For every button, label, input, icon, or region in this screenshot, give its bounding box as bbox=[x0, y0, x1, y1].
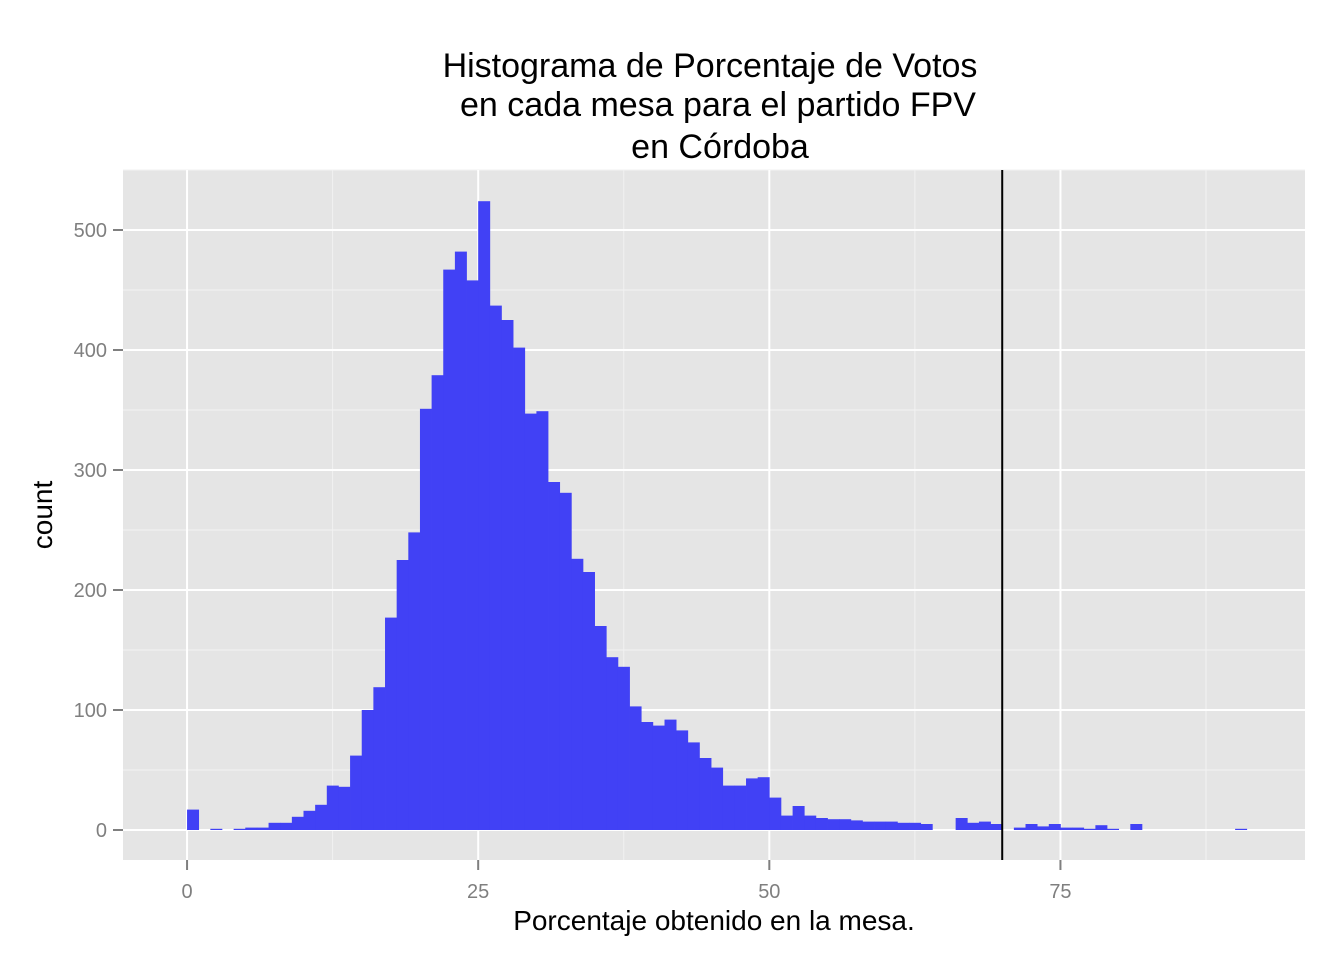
histogram-bar bbox=[676, 730, 689, 830]
histogram-bar bbox=[361, 710, 374, 830]
histogram-bar bbox=[291, 816, 304, 830]
histogram-bar bbox=[909, 822, 922, 830]
histogram-bar bbox=[419, 408, 432, 830]
histogram-bar bbox=[256, 827, 269, 830]
histogram-bar bbox=[1025, 824, 1038, 830]
histogram-bar bbox=[687, 742, 700, 830]
histogram-bar bbox=[1235, 828, 1248, 830]
histogram-bar bbox=[699, 758, 712, 830]
histogram-bar bbox=[1037, 826, 1050, 830]
histogram-bar bbox=[734, 785, 747, 830]
x-axis-ticks: 0 25 50 75 bbox=[181, 860, 1072, 903]
histogram-bar bbox=[280, 822, 293, 830]
histogram-bar bbox=[839, 819, 852, 830]
histogram-bar bbox=[606, 657, 619, 830]
histogram-bar bbox=[757, 777, 770, 830]
histogram-bar bbox=[711, 767, 724, 830]
histogram-bar bbox=[769, 797, 782, 830]
y-tick-label: 500 bbox=[74, 220, 107, 242]
y-axis-title: count bbox=[27, 481, 58, 550]
histogram-bar bbox=[827, 819, 840, 830]
histogram-bar bbox=[501, 320, 514, 830]
histogram-bar bbox=[792, 806, 805, 830]
histogram-bar bbox=[373, 687, 386, 830]
histogram-bar bbox=[722, 785, 735, 830]
histogram-bar bbox=[268, 822, 281, 830]
histogram-bar bbox=[850, 820, 863, 830]
histogram-bar bbox=[315, 804, 328, 830]
histogram-bar bbox=[536, 411, 549, 830]
histogram-bar bbox=[641, 722, 654, 830]
histogram-bar bbox=[350, 755, 363, 830]
histogram-bar bbox=[617, 666, 630, 830]
histogram-bar bbox=[466, 280, 479, 830]
histogram-bar bbox=[245, 827, 258, 830]
histogram-bars bbox=[187, 201, 1248, 831]
plot-panel bbox=[123, 170, 1305, 860]
histogram-bar bbox=[978, 821, 991, 830]
x-tick-label: 50 bbox=[758, 881, 780, 903]
histogram-bar bbox=[1107, 828, 1120, 830]
histogram-bar bbox=[652, 725, 665, 830]
histogram-bar bbox=[955, 818, 968, 830]
y-tick-label: 400 bbox=[74, 340, 107, 362]
histogram-bar bbox=[396, 560, 409, 830]
histogram-bar bbox=[478, 201, 491, 830]
histogram-bar bbox=[582, 572, 595, 830]
histogram-bar bbox=[489, 305, 502, 831]
histogram-bar bbox=[454, 251, 467, 831]
histogram-bar bbox=[571, 558, 584, 830]
y-tick-label: 100 bbox=[74, 700, 107, 722]
histogram-bar bbox=[1048, 824, 1061, 830]
chart-title-line-1: Histograma de Porcentaje de Votos bbox=[443, 47, 978, 85]
histogram-bar bbox=[746, 778, 759, 830]
histogram-bar bbox=[408, 532, 421, 830]
x-axis-title: Porcentaje obtenido en la mesa. bbox=[513, 905, 915, 936]
y-tick-label: 300 bbox=[74, 460, 107, 482]
y-tick-label: 0 bbox=[96, 820, 107, 842]
histogram-bar bbox=[1095, 825, 1108, 830]
histogram-bar bbox=[815, 818, 828, 830]
y-axis-ticks: 0 100 200 300 400 500 bbox=[74, 220, 123, 842]
histogram-bar bbox=[187, 809, 200, 830]
x-tick-label: 25 bbox=[467, 881, 489, 903]
histogram-bar bbox=[629, 706, 642, 830]
chart-title-line-3: en Córdoba bbox=[631, 128, 809, 166]
histogram-bar bbox=[862, 821, 875, 830]
x-tick-label: 75 bbox=[1049, 881, 1071, 903]
x-tick-label: 0 bbox=[181, 881, 192, 903]
histogram-bar bbox=[303, 810, 316, 830]
histogram-bar bbox=[990, 824, 1003, 830]
histogram-bar bbox=[326, 785, 339, 830]
histogram-bar bbox=[210, 828, 223, 830]
histogram-bar bbox=[920, 824, 933, 830]
histogram-bar bbox=[233, 828, 246, 830]
histogram-bar bbox=[885, 821, 898, 830]
histogram-bar bbox=[548, 482, 561, 830]
histogram-bar bbox=[385, 617, 398, 830]
histogram-bar bbox=[664, 719, 677, 830]
histogram-bar bbox=[1060, 827, 1073, 830]
histogram-bar bbox=[967, 822, 980, 830]
histogram-bar bbox=[431, 375, 444, 830]
histogram-bar bbox=[874, 821, 887, 830]
histogram-bar bbox=[897, 822, 910, 830]
histogram-bar bbox=[804, 815, 817, 830]
histogram-bar bbox=[594, 626, 607, 830]
histogram-bar bbox=[1013, 827, 1026, 830]
histogram-bar bbox=[559, 492, 572, 830]
histogram-bar bbox=[780, 815, 793, 830]
y-tick-label: 200 bbox=[74, 580, 107, 602]
histogram-bar bbox=[524, 413, 537, 830]
histogram-bar bbox=[1130, 824, 1143, 830]
histogram-bar bbox=[1083, 828, 1096, 830]
histogram-bar bbox=[338, 786, 351, 830]
histogram-bar bbox=[513, 347, 526, 830]
chart-title-line-2: en cada mesa para el partido FPV bbox=[460, 86, 976, 124]
histogram-bar bbox=[443, 269, 456, 831]
histogram-bar bbox=[1072, 827, 1085, 830]
